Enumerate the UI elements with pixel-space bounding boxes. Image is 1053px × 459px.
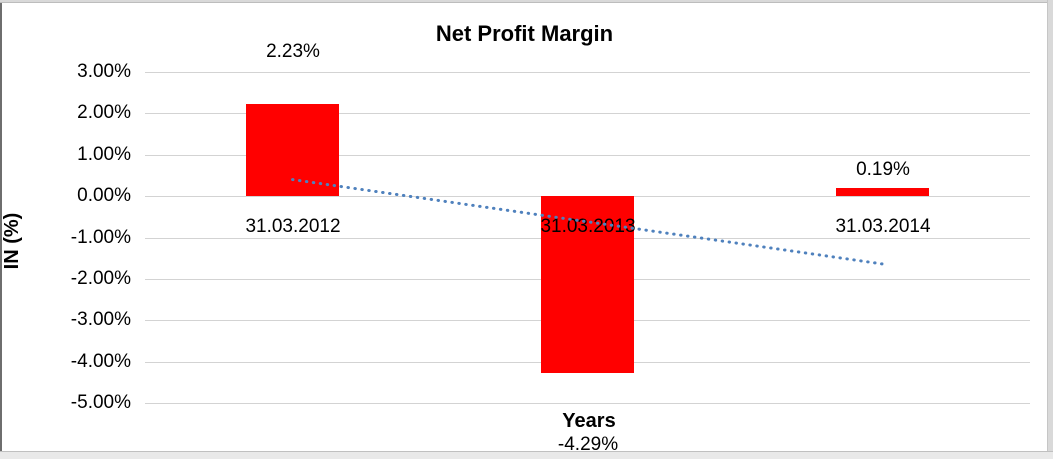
chart-canvas: Net Profit Margin IN (%) Years 3.00% 2.00…	[1, 4, 1047, 455]
y-tick-label: 2.00%	[77, 102, 131, 123]
bar-31.03.2014	[836, 188, 929, 196]
chart-title: Net Profit Margin	[435, 21, 614, 46]
right-margin	[1047, 0, 1053, 459]
y-tick-label: -5.00%	[70, 392, 131, 413]
data-label: 2.23%	[266, 41, 320, 62]
y-tick-label: -1.00%	[70, 227, 131, 248]
left-border	[0, 3, 2, 451]
y-tick-label: 0.00%	[77, 185, 131, 206]
x-axis-title: Years	[562, 410, 616, 432]
y-tick-label: 3.00%	[77, 61, 131, 82]
y-axis-title: IN (%)	[1, 212, 23, 270]
x-category-label: 31.03.2013	[540, 216, 636, 237]
gridline	[145, 113, 1030, 114]
x-category-label: 31.03.2012	[245, 216, 341, 237]
y-tick-label: 1.00%	[77, 144, 131, 165]
bar-31.03.2012	[246, 104, 339, 196]
gridline	[145, 72, 1030, 73]
x-category-label: 31.03.2014	[835, 216, 931, 237]
bottom-margin	[0, 451, 1053, 459]
y-tick-label: -4.00%	[70, 351, 131, 372]
y-tick-label: -3.00%	[70, 309, 131, 330]
data-label: 0.19%	[856, 159, 910, 180]
data-label: -4.29%	[557, 434, 619, 455]
gridline	[145, 403, 1030, 404]
gridline	[145, 155, 1030, 156]
top-margin	[0, 0, 1053, 3]
y-tick-label: -2.00%	[70, 268, 131, 289]
